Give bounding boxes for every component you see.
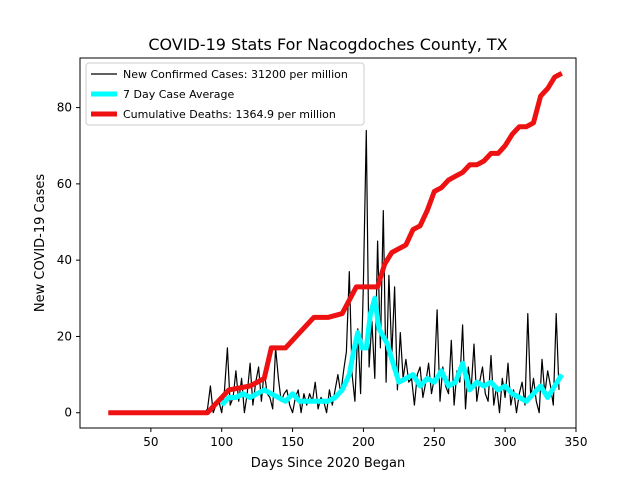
series-layer bbox=[108, 71, 564, 416]
x-tick-label: 200 bbox=[352, 435, 375, 449]
chart-title: COVID-19 Stats For Nacogdoches County, T… bbox=[148, 35, 507, 54]
x-tick-label: 150 bbox=[281, 435, 304, 449]
y-tick-label: 80 bbox=[57, 101, 72, 115]
legend-entry: Cumulative Deaths: 1364.9 per million bbox=[123, 108, 336, 121]
x-tick-label: 50 bbox=[143, 435, 158, 449]
series-new-cases-line bbox=[108, 129, 560, 414]
plot-area-frame bbox=[79, 57, 577, 429]
legend-entry: 7 Day Case Average bbox=[123, 88, 235, 101]
legend-entry: New Confirmed Cases: 31200 per million bbox=[123, 68, 348, 81]
y-axis-label: New COVID-19 Cases bbox=[33, 174, 48, 312]
y-tick-label: 0 bbox=[64, 406, 72, 420]
y-tick-label: 60 bbox=[57, 177, 72, 191]
legend-box bbox=[85, 62, 365, 126]
series-7-day-average-line bbox=[219, 295, 564, 407]
y-tick-label: 40 bbox=[57, 253, 72, 267]
y-tick-label: 20 bbox=[57, 329, 72, 343]
x-axis-label: Days Since 2020 Began bbox=[251, 456, 406, 471]
x-tick-label: 300 bbox=[494, 435, 517, 449]
series-cumulative-deaths-line bbox=[108, 71, 563, 416]
axis-ticks: 50 100 150 200 250 300 350 0 20 40 60 80 bbox=[57, 101, 588, 449]
x-tick-label: 250 bbox=[423, 435, 446, 449]
x-tick-label: 100 bbox=[210, 435, 233, 449]
legend: New Confirmed Cases: 31200 per million 7 … bbox=[85, 62, 365, 126]
x-tick-label: 350 bbox=[565, 435, 588, 449]
